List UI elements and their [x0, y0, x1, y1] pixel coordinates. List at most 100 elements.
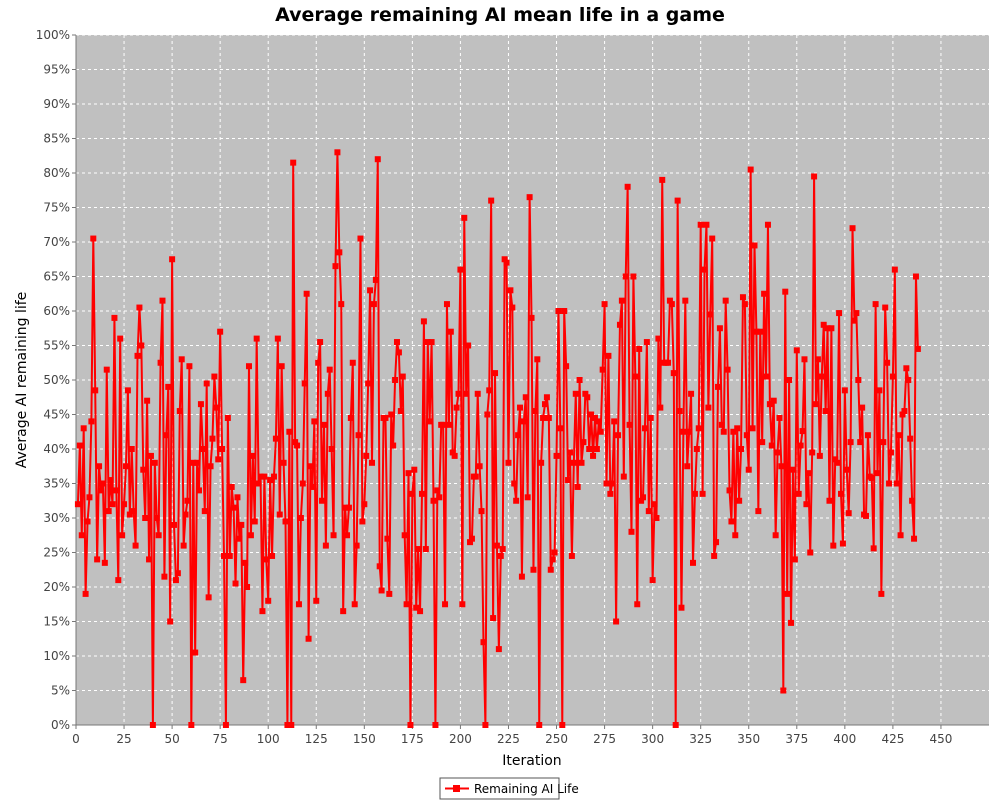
data-point — [169, 256, 176, 263]
data-point — [682, 297, 689, 304]
data-point — [78, 532, 85, 539]
x-tick-label: 300 — [641, 732, 664, 746]
data-point — [501, 256, 508, 263]
data-point — [524, 494, 531, 501]
data-point — [230, 504, 237, 511]
data-point — [265, 597, 272, 604]
chart-title: Average remaining AI mean life in a game — [275, 4, 725, 26]
data-point — [828, 325, 835, 332]
data-point — [851, 317, 858, 324]
data-point — [92, 387, 99, 394]
data-point — [244, 584, 251, 590]
data-point — [101, 559, 108, 566]
data-point — [372, 276, 379, 283]
data-point — [716, 325, 723, 332]
data-point — [115, 577, 122, 584]
data-point — [563, 363, 570, 370]
data-point — [534, 356, 541, 363]
data-point — [476, 463, 483, 470]
data-point — [905, 377, 912, 383]
data-point — [384, 535, 391, 542]
data-point — [572, 390, 579, 397]
data-point — [307, 463, 314, 470]
data-point — [759, 439, 766, 446]
data-point — [914, 345, 921, 352]
data-point — [288, 722, 295, 728]
y-tick-label: 100% — [36, 28, 70, 42]
data-point — [136, 304, 143, 311]
data-point — [292, 439, 299, 446]
data-point — [622, 273, 629, 280]
data-point — [463, 390, 470, 397]
data-point — [801, 356, 808, 363]
data-point — [259, 608, 266, 615]
data-point — [724, 366, 731, 373]
data-point — [97, 487, 104, 494]
data-point — [859, 404, 866, 411]
data-point — [345, 504, 352, 511]
data-point — [74, 501, 81, 508]
data-point — [155, 532, 162, 539]
data-point — [217, 328, 224, 335]
data-point — [814, 356, 821, 363]
data-point — [415, 546, 422, 553]
data-point — [907, 435, 914, 442]
data-point — [753, 328, 760, 335]
data-point — [418, 490, 425, 497]
data-point — [378, 587, 385, 594]
data-point — [630, 273, 637, 280]
data-point — [611, 418, 618, 425]
data-point — [565, 477, 572, 484]
data-point — [830, 542, 837, 549]
data-point — [370, 301, 377, 308]
data-point — [761, 290, 768, 297]
data-point — [766, 401, 773, 408]
data-point — [134, 352, 141, 359]
data-point — [709, 235, 716, 242]
data-point — [613, 618, 620, 625]
data-point — [117, 335, 124, 342]
data-point — [640, 494, 647, 501]
data-point — [209, 435, 216, 442]
data-point — [447, 328, 454, 335]
data-point — [536, 722, 543, 728]
x-tick-label: 75 — [213, 732, 228, 746]
data-point — [520, 418, 527, 425]
data-point — [541, 401, 548, 408]
data-point — [728, 518, 735, 525]
y-tick-label: 75% — [43, 201, 70, 215]
data-point — [711, 552, 718, 559]
data-point — [559, 722, 566, 728]
data-point — [897, 532, 904, 539]
data-point — [628, 528, 635, 535]
data-point — [862, 512, 869, 519]
data-point — [912, 273, 919, 280]
data-point — [417, 608, 424, 615]
x-tick-label: 125 — [305, 732, 328, 746]
data-point — [855, 377, 862, 383]
data-point — [482, 722, 489, 728]
data-point — [657, 404, 664, 411]
data-point — [376, 563, 383, 570]
data-point — [465, 342, 472, 349]
data-point — [443, 301, 450, 308]
data-point — [826, 497, 833, 504]
y-tick-label: 80% — [43, 166, 70, 180]
y-tick-label: 70% — [43, 235, 70, 249]
data-point — [736, 497, 743, 504]
data-point — [413, 604, 420, 611]
data-point — [595, 418, 602, 425]
data-point — [876, 387, 883, 394]
data-point — [222, 722, 229, 728]
y-axis: 0% 5% 10% 15% 20% 25% 30% 35% 40% 45% 50% 55% 60% 65%… — [36, 28, 77, 732]
data-point — [240, 677, 247, 684]
data-point — [822, 408, 829, 415]
data-point — [405, 470, 412, 477]
data-point — [374, 156, 381, 163]
data-point — [426, 418, 433, 425]
data-point — [889, 373, 896, 380]
data-point — [568, 552, 575, 559]
data-point — [659, 176, 666, 183]
data-point — [278, 363, 285, 370]
data-point — [474, 390, 481, 397]
